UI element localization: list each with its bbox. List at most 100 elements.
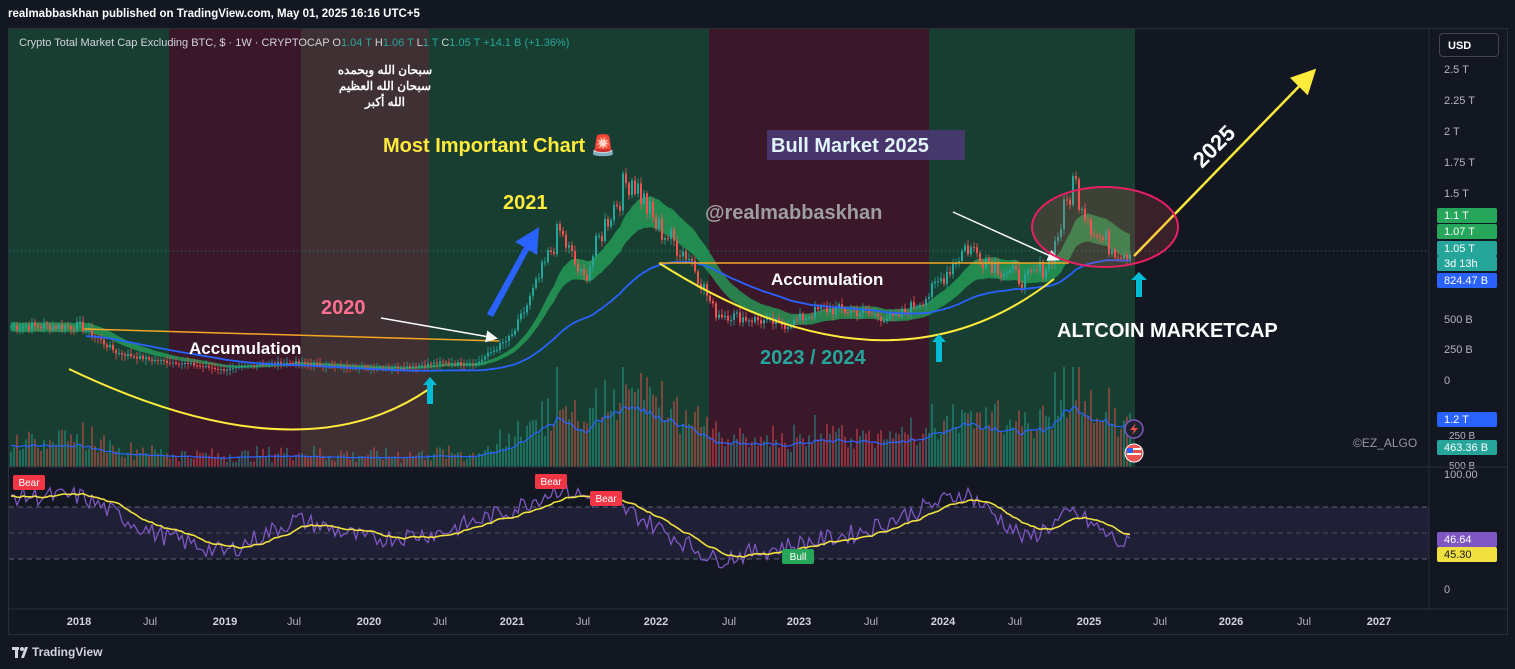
volume-bar: [1084, 400, 1086, 467]
volume-bar: [187, 455, 189, 467]
volume-bar: [637, 388, 639, 467]
volume-bar: [538, 433, 540, 467]
volume-bar: [742, 433, 744, 467]
volume-bar: [1063, 367, 1065, 467]
volume-bar: [1024, 412, 1026, 467]
price-badge-label: 463.36 B: [1444, 442, 1488, 454]
volume-bar: [40, 450, 42, 467]
volume-bar: [931, 403, 933, 467]
volume-bar: [271, 462, 273, 467]
volume-bar: [334, 461, 336, 467]
volume-bar: [796, 437, 798, 467]
volume-bars: [10, 367, 1131, 467]
volume-bar: [181, 451, 183, 467]
volume-bar: [547, 398, 549, 467]
volume-bar: [529, 421, 531, 467]
accumulation-curve-1: [68, 368, 430, 431]
bull-market-bg: [767, 130, 965, 160]
volume-bar: [1105, 411, 1107, 467]
volume-bar: [1039, 408, 1041, 467]
volume-bar: [388, 456, 390, 467]
time-axis-tick: Jul: [576, 616, 590, 628]
volume-bar: [220, 457, 222, 467]
volume-bar: [913, 438, 915, 467]
volume-bar: [646, 377, 648, 467]
volume-bar: [661, 380, 663, 467]
price-axis-tick: 250 B: [1444, 344, 1473, 356]
tradingview-logo[interactable]: TradingView: [12, 645, 102, 659]
volume-bar: [1066, 417, 1068, 467]
volume-bar: [868, 430, 870, 467]
symbol-legend[interactable]: Crypto Total Market Cap Excluding BTC, $…: [19, 37, 569, 49]
volume-bar: [418, 452, 420, 467]
volume-bar: [427, 455, 429, 467]
high-value: 1.06 T: [382, 37, 414, 49]
volume-bar: [922, 433, 924, 467]
price-badge-label: 824.47 B: [1444, 275, 1488, 287]
volume-bar: [928, 432, 930, 467]
volume-bar: [142, 447, 144, 467]
volume-bar: [874, 448, 876, 467]
volume-bar: [910, 417, 912, 467]
volume-bar: [1072, 367, 1074, 467]
volume-bar: [31, 434, 33, 467]
volume-bar: [304, 456, 306, 467]
volume-bar: [880, 430, 882, 467]
volume-bar: [175, 455, 177, 467]
volume-bar: [805, 446, 807, 467]
volume-bar: [544, 435, 546, 467]
volume-bar: [1045, 416, 1047, 467]
rsi-axis-tick: 0: [1444, 584, 1450, 596]
volume-bar: [1126, 416, 1128, 467]
volume-bar: [475, 457, 477, 467]
volume-bar: [586, 423, 588, 467]
volume-bar: [136, 449, 138, 467]
volume-bar: [433, 453, 435, 467]
publish-info: realmabbaskhan published on TradingView.…: [8, 8, 420, 20]
volume-bar: [535, 419, 537, 467]
volume-bar: [730, 443, 732, 467]
volume-bar: [739, 427, 741, 467]
footer-bar: TradingView: [0, 635, 1515, 669]
event-icons[interactable]: [1124, 419, 1144, 463]
volume-bar: [301, 453, 303, 467]
chart-area[interactable]: سبحان الله وبحمده سبحان الله العظيم الله…: [8, 28, 1508, 635]
volume-bar: [43, 439, 45, 467]
volume-bar: [757, 445, 759, 467]
volume-bar: [700, 427, 702, 467]
arabic-line-1: سبحان الله وبحمده: [338, 63, 432, 78]
arrow-2024: [952, 211, 1060, 261]
volume-bar: [532, 420, 534, 467]
currency-button[interactable]: USD: [1439, 33, 1499, 57]
volume-bar: [622, 367, 624, 467]
publish-bar: realmabbaskhan published on TradingView.…: [0, 0, 1515, 28]
volume-bar: [577, 421, 579, 467]
signal-badge: [590, 491, 622, 506]
volume-bar: [559, 410, 561, 467]
volume-bar: [778, 447, 780, 467]
volume-bar: [1036, 430, 1038, 467]
volume-bar: [217, 452, 219, 467]
volume-bar: [184, 451, 186, 467]
volume-bar: [760, 436, 762, 467]
price-chart-svg[interactable]: سبحان الله وبحمده سبحان الله العظيم الله…: [9, 29, 1507, 634]
volume-bar: [319, 448, 321, 467]
volume-bar: [277, 453, 279, 467]
volume-bar: [769, 446, 771, 467]
volume-bar: [367, 454, 369, 467]
volume-bar: [982, 430, 984, 467]
volume-bar: [703, 426, 705, 467]
volume-bar: [34, 439, 36, 467]
arabic-line-3: الله أكبر: [364, 94, 405, 110]
volume-bar: [1015, 421, 1017, 467]
annotation-texts: سبحان الله وبحمده سبحان الله العظيم الله…: [189, 63, 1417, 450]
volume-bar: [895, 432, 897, 467]
volume-bar: [64, 430, 66, 467]
volume-bar: [772, 425, 774, 467]
volume-bar: [712, 428, 714, 467]
volume-bar: [721, 437, 723, 467]
time-axis-tick: 2026: [1219, 616, 1243, 628]
rsi-signal-line: [10, 492, 1131, 558]
volume-bar: [835, 431, 837, 467]
price-axis-tick: 0: [1444, 375, 1450, 387]
